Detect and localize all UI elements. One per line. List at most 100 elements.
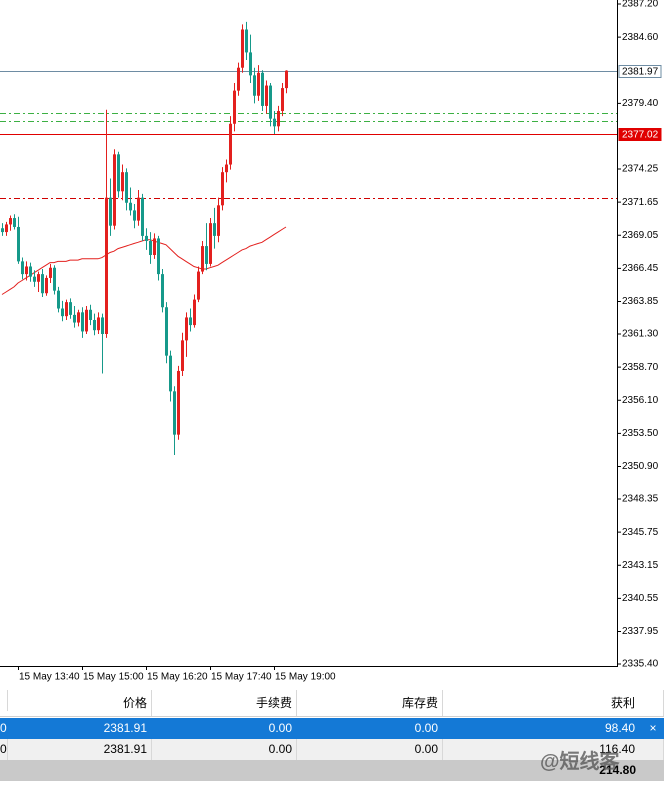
candle-body [69, 302, 72, 315]
y-tick-label: 2379.40 [622, 98, 659, 109]
y-tick-label: 2343.15 [622, 560, 659, 571]
y-tick-label: 2356.10 [622, 395, 659, 406]
candle-body [17, 226, 20, 262]
candle-body [33, 276, 36, 282]
candle-body [149, 240, 152, 256]
table-header: 价格 手续费 库存费 获利 [0, 690, 664, 717]
candle-body [245, 29, 248, 53]
table-cell: 2381.91 [8, 718, 152, 739]
x-tick-label: 15 May 15:00 [83, 672, 144, 683]
candle-body [61, 308, 64, 317]
candle-body [137, 197, 140, 221]
candle-body [101, 317, 104, 334]
candle-body [141, 197, 144, 236]
candle-body [241, 29, 244, 68]
candle-body [197, 271, 200, 300]
y-tick-label: 2361.30 [622, 329, 659, 340]
price-level-label: 2381.97 [622, 67, 659, 78]
price-level-label-bg [618, 128, 662, 141]
candle-body [41, 274, 44, 294]
trade-table: 价格 手续费 库存费 获利 0 2381.91 0.00 0.00 98.40 × 0 2381.91… [0, 690, 667, 799]
candle-body [221, 172, 224, 206]
candle-body [133, 210, 136, 221]
candle-body [5, 224, 8, 233]
candle-body [125, 172, 128, 203]
header-cell: 手续费 [152, 690, 297, 716]
candle-body [229, 123, 232, 165]
candle-body [65, 302, 68, 317]
candle-body [209, 223, 212, 264]
candle-body [93, 319, 96, 331]
candle-body [97, 317, 100, 331]
y-tick-label: 2345.75 [622, 527, 659, 538]
y-tick-label: 2337.95 [622, 626, 659, 637]
table-cell: 0.00 [152, 739, 297, 760]
candle-body [181, 340, 184, 371]
candle-body [113, 154, 116, 226]
moving-average [1, 226, 287, 295]
table-cell: 0.00 [297, 718, 443, 739]
candle-body [117, 154, 120, 192]
y-tick-label: 2387.20 [622, 0, 659, 10]
candle-body [45, 277, 48, 294]
candle-body [49, 267, 52, 278]
header-cell [0, 690, 8, 711]
candle-body [145, 235, 148, 241]
header-cell: 库存费 [297, 690, 443, 716]
candle-body [185, 317, 188, 341]
candle-body [85, 309, 88, 332]
candle-body [237, 67, 240, 91]
x-tick-label: 15 May 19:00 [275, 672, 336, 683]
price-level-label-bg [618, 65, 662, 78]
close-button[interactable]: × [649, 721, 657, 735]
y-tick-label: 2371.65 [622, 197, 659, 208]
candle-body [81, 312, 84, 332]
candle-body [205, 246, 208, 264]
y-tick-label: 2348.35 [622, 494, 659, 505]
candle-body [37, 274, 40, 282]
candle-body [253, 75, 256, 96]
candle-body [269, 85, 272, 119]
y-tick-label: 2353.50 [622, 428, 659, 439]
candle-body [225, 164, 228, 173]
candle-body [13, 218, 16, 227]
table-cell: 116.40 [443, 739, 664, 760]
price-chart: 2387.20 2384.60 2379.40 2374.25 2371.65 2369.… [0, 0, 662, 683]
y-tick-label: 2340.55 [622, 593, 659, 604]
candle-body [29, 266, 32, 277]
candle-body [153, 238, 156, 256]
candle-body [285, 70, 288, 89]
candle-body [89, 309, 92, 320]
candle-body [189, 317, 192, 326]
candle-body [249, 52, 252, 76]
candle-body [277, 111, 280, 127]
candle-body [233, 90, 236, 124]
y-tick-label: 2384.60 [622, 32, 659, 43]
candle-body [129, 202, 132, 211]
candle-body [73, 314, 76, 323]
candle-body [173, 391, 176, 435]
table-cell: 0 [0, 739, 8, 760]
candle-body [273, 118, 276, 127]
candle-body [53, 267, 56, 291]
y-tick-label: 2363.85 [622, 296, 659, 307]
y-tick-label: 2366.45 [622, 263, 659, 274]
trade-row[interactable]: 0 2381.91 0.00 0.00 116.40 [0, 739, 664, 760]
watermark: @短线客 [540, 751, 620, 773]
x-tick-label: 15 May 13:40 [19, 672, 80, 683]
header-cell: 价格 [8, 690, 152, 716]
price-level-label: 2377.02 [622, 130, 659, 141]
candle-body [261, 72, 264, 106]
candle-body [9, 218, 12, 225]
header-cell: 获利 [443, 690, 664, 716]
trade-row[interactable]: 0 2381.91 0.00 0.00 98.40 × [0, 718, 664, 739]
y-tick-label: 2335.40 [622, 659, 659, 670]
x-tick-label: 15 May 17:40 [211, 672, 272, 683]
candle-body [157, 238, 160, 275]
x-tick-label: 15 May 16:20 [147, 672, 208, 683]
candle-body [121, 172, 124, 192]
candle-body [1, 228, 4, 233]
y-tick-label: 2350.90 [622, 461, 659, 472]
y-tick-label: 2358.70 [622, 362, 659, 373]
